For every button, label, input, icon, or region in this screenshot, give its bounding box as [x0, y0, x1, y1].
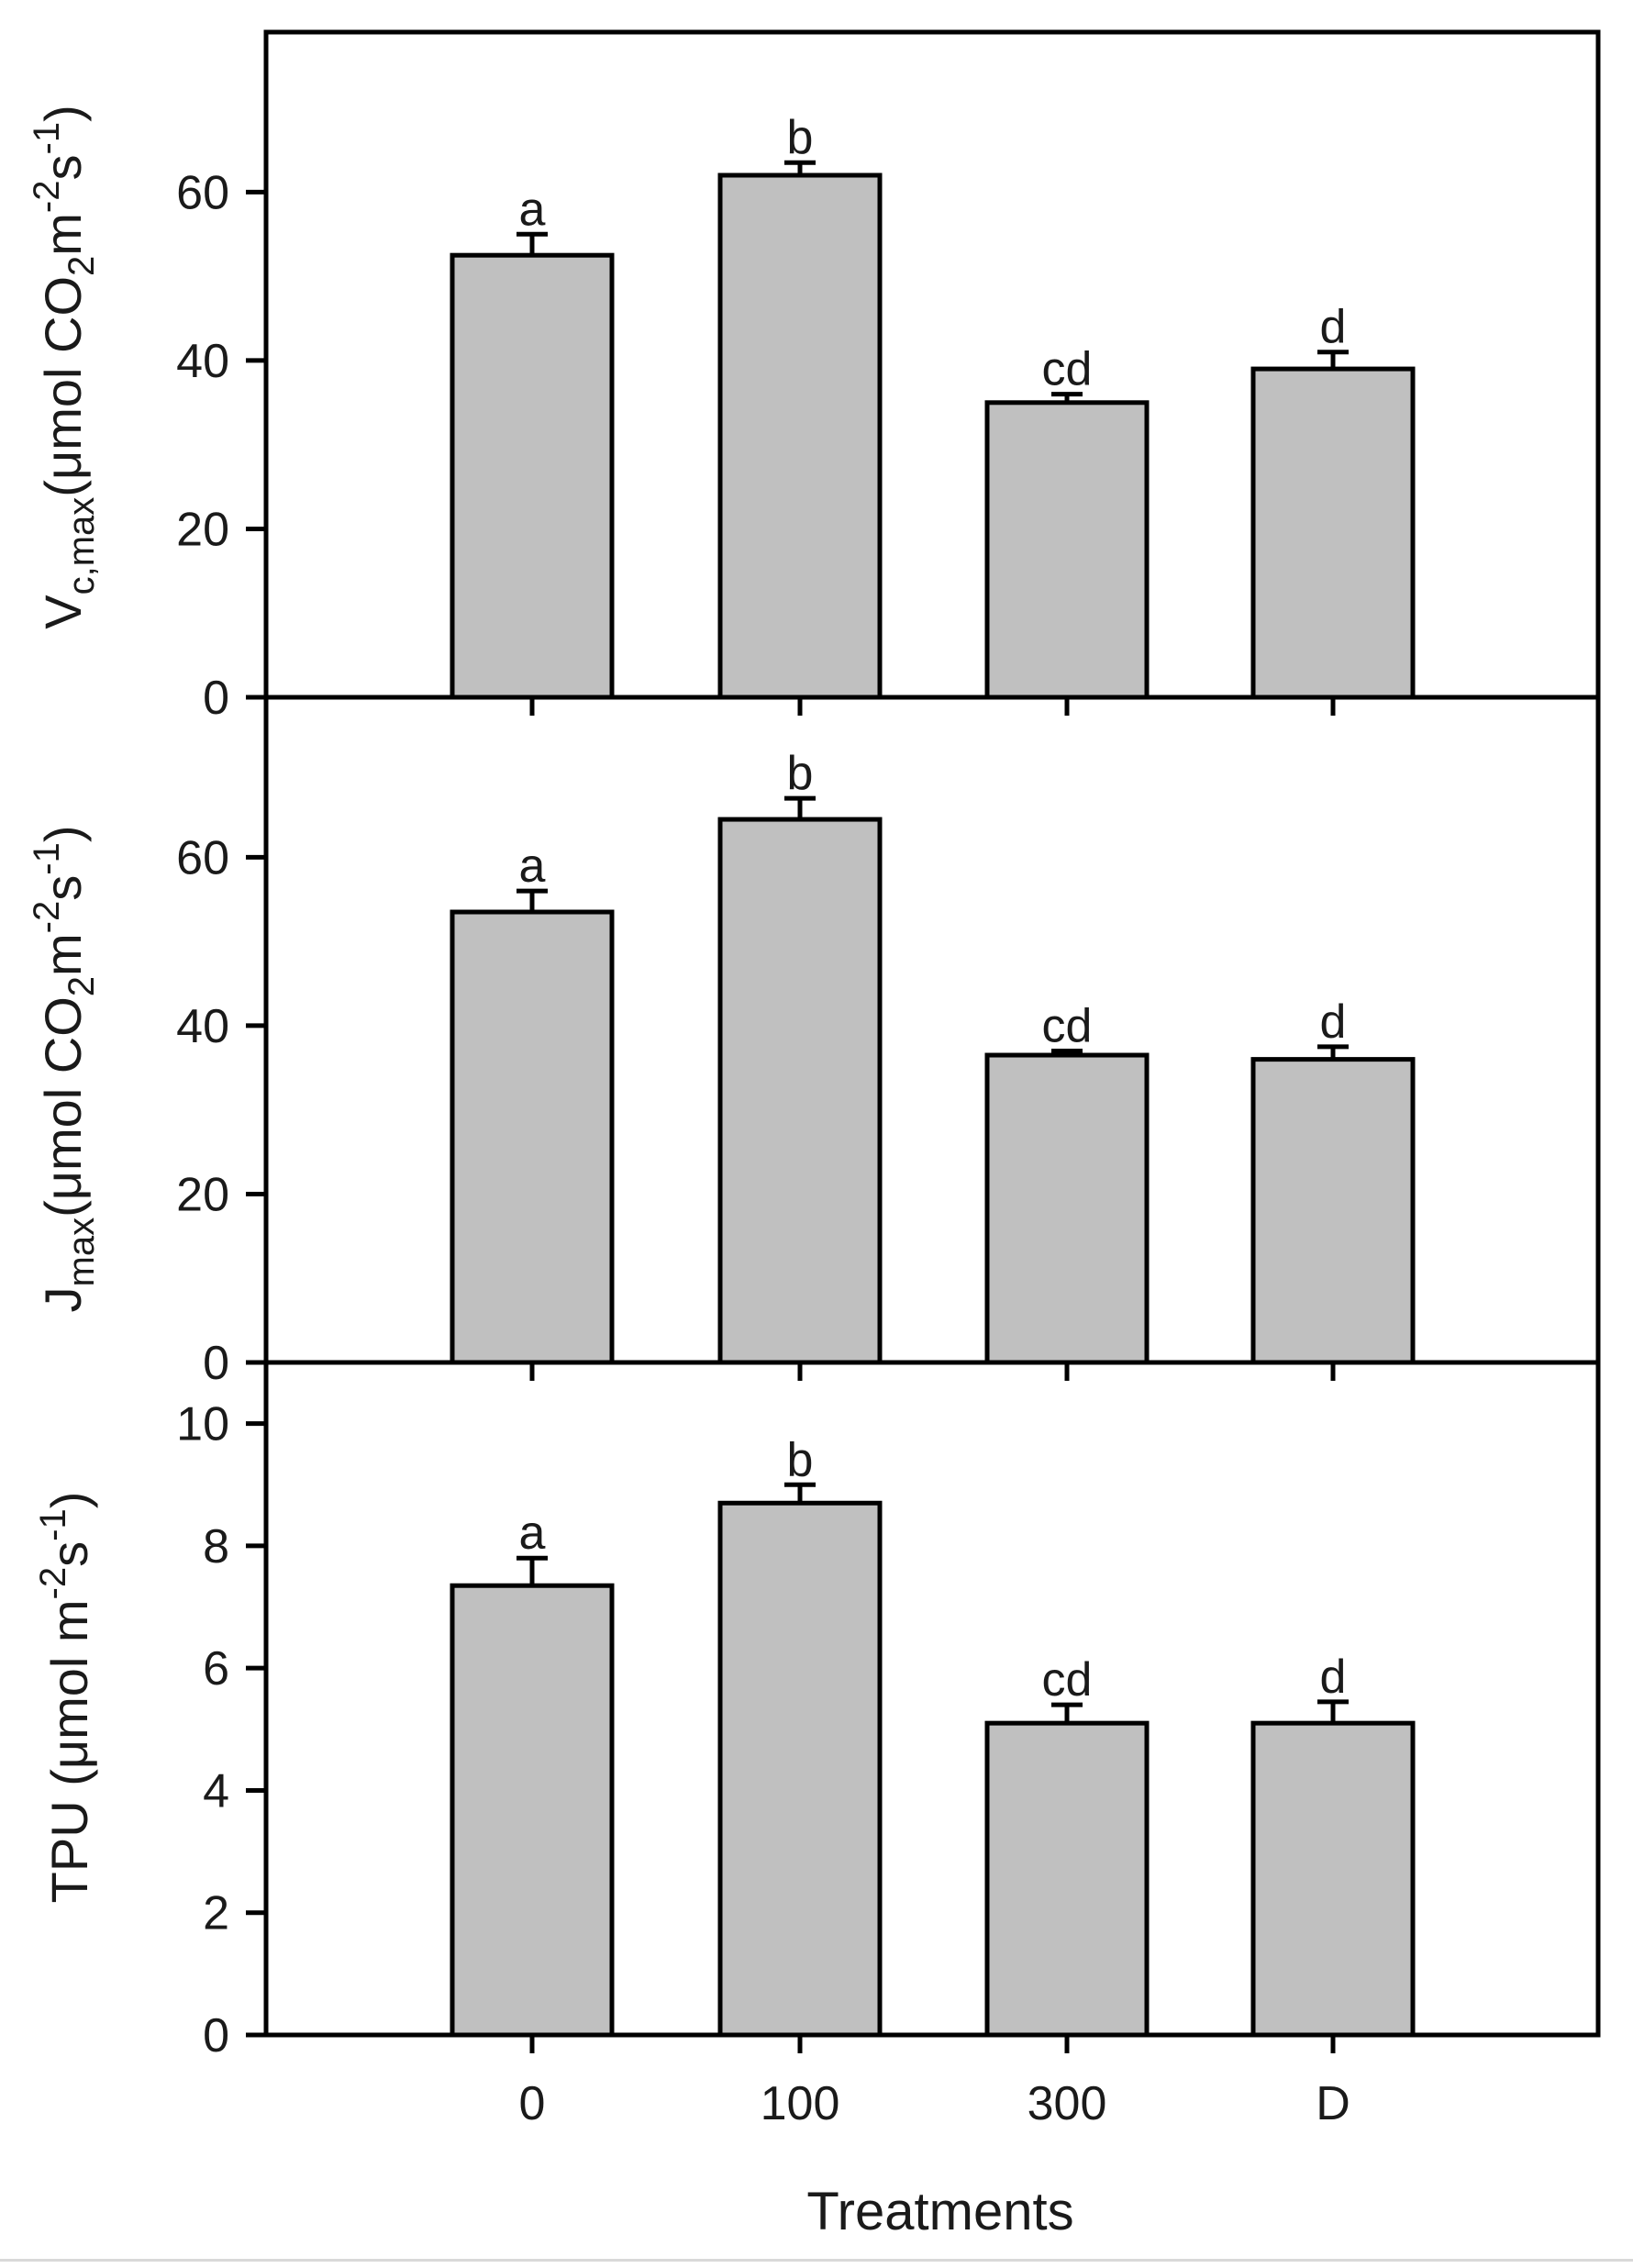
bar-top-0	[450, 252, 615, 700]
panel-middle-ytick-label: 40	[176, 1000, 229, 1053]
panel-top-ytick-label: 0	[203, 672, 229, 725]
panel-top: 0 20 40 60 a b cd d	[176, 29, 1601, 725]
significance-letter-middle-300: cd	[1042, 999, 1093, 1052]
x-category-label: 300	[1028, 2077, 1107, 2130]
panel-top-ytick-label: 60	[176, 166, 229, 219]
panel-top-ytick-label: 20	[176, 503, 229, 556]
panel-bottom-ytick-label: 8	[203, 1520, 229, 1573]
panel-middle-ytick-label: 60	[176, 831, 229, 884]
bar-middle-100	[717, 817, 883, 1365]
panel-bottom: 0 2 4 6 8 10 a b cd d 0 100 300 D	[176, 1360, 1601, 2130]
significance-letter-middle-D: d	[1320, 995, 1347, 1049]
panel-bottom-ytick-label: 10	[176, 1398, 229, 1451]
panel-bottom-frame	[263, 1360, 1601, 2038]
significance-letter-bottom-D: d	[1320, 1651, 1347, 1704]
bar-bottom-100	[717, 1500, 883, 2038]
panel-middle: 0 20 40 60 a b cd d	[176, 695, 1601, 1390]
significance-letter-bottom-300: cd	[1042, 1653, 1093, 1707]
panel-bottom-ytick-label: 0	[203, 2009, 229, 2062]
panel-bottom-ytick-label: 6	[203, 1642, 229, 1695]
significance-letter-middle-100: b	[787, 747, 814, 800]
bar-bottom-D	[1250, 1720, 1416, 2038]
panel-top-ytick-label: 40	[176, 335, 229, 388]
bar-bottom-300	[984, 1720, 1150, 2038]
significance-letter-top-D: d	[1320, 301, 1347, 354]
bar-top-300	[984, 400, 1150, 700]
panel-middle-ytick-label: 20	[176, 1168, 229, 1221]
significance-letter-middle-0: a	[519, 839, 546, 893]
panel-top-ylabel: Vc,max(μmol CO2m-2s-1)	[27, 105, 102, 628]
significance-letter-bottom-0: a	[519, 1506, 546, 1560]
x-category-label: 0	[519, 2077, 546, 2130]
bar-top-100	[717, 172, 883, 700]
bar-middle-D	[1250, 1057, 1416, 1365]
bar-middle-300	[984, 1052, 1150, 1365]
panel-bottom-ytick-label: 2	[203, 1887, 229, 1940]
bar-middle-0	[450, 909, 615, 1365]
panel-middle-ylabel: Jmax(μmol CO2m-2s-1)	[27, 825, 102, 1312]
page-bottom-rule	[0, 2259, 1633, 2262]
significance-letter-top-100: b	[787, 111, 814, 164]
bar-bottom-0	[450, 1583, 615, 2038]
significance-letter-top-300: cd	[1042, 343, 1093, 396]
x-category-label: D	[1316, 2077, 1350, 2130]
x-axis-title: Treatments	[806, 2182, 1073, 2241]
significance-letter-bottom-100: b	[787, 1433, 814, 1486]
significance-letter-top-0: a	[519, 183, 546, 236]
panel-bottom-ylabel: TPU (μmol m-2s-1)	[33, 1492, 98, 1904]
bar-top-D	[1250, 366, 1416, 700]
panel-bottom-ytick-label: 4	[203, 1764, 229, 1818]
panel-middle-ytick-label: 0	[203, 1337, 229, 1390]
x-category-label: 100	[761, 2077, 840, 2130]
